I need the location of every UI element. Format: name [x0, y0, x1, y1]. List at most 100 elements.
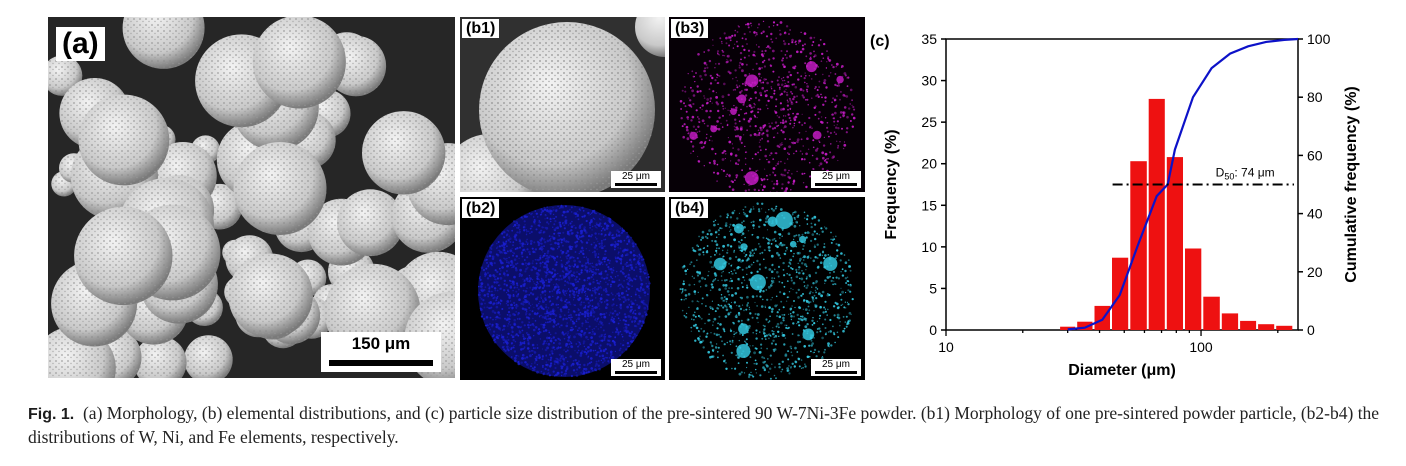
element-dot — [746, 273, 748, 276]
element-dot — [575, 343, 578, 345]
element-dot — [486, 255, 489, 258]
element-dot — [598, 242, 601, 245]
element-dot — [487, 265, 489, 267]
element-dot — [589, 226, 592, 229]
element-dot — [792, 180, 796, 183]
cumulative-curve — [1067, 37, 1299, 331]
element-dot — [553, 256, 556, 260]
element-dot — [492, 303, 495, 306]
element-dot — [606, 303, 609, 306]
element-dot — [739, 91, 742, 94]
element-dot — [521, 255, 524, 258]
element-dot — [498, 334, 500, 337]
element-dot — [753, 50, 756, 54]
element-cluster — [689, 131, 698, 140]
element-dot — [734, 292, 738, 295]
element-dot — [687, 104, 690, 106]
element-dot — [591, 270, 594, 273]
element-dot — [639, 277, 642, 280]
element-dot — [770, 342, 774, 345]
element-dot — [820, 120, 823, 124]
element-dot — [554, 263, 558, 267]
element-dot — [598, 224, 601, 227]
element-dot — [765, 289, 768, 291]
element-dot — [552, 346, 555, 349]
element-dot — [806, 312, 809, 315]
element-dot — [683, 315, 686, 317]
element-dot — [843, 254, 846, 256]
element-dot — [539, 238, 543, 242]
element-dot — [706, 133, 708, 136]
element-dot — [513, 286, 516, 289]
element-dot — [694, 324, 697, 328]
element-dot — [503, 249, 506, 252]
element-dot — [811, 233, 815, 236]
element-dot — [568, 254, 570, 256]
element-dot — [609, 267, 613, 271]
element-dot — [774, 304, 778, 308]
element-dot — [636, 255, 639, 258]
element-dot — [706, 332, 709, 334]
element-dot — [538, 248, 541, 250]
element-dot — [524, 361, 526, 364]
element-dot — [496, 277, 499, 280]
element-dot — [827, 342, 830, 346]
element-dot — [588, 263, 590, 265]
element-dot — [621, 254, 624, 256]
element-dot — [620, 343, 622, 345]
element-dot — [555, 373, 558, 377]
element-dot — [559, 339, 561, 341]
element-dot — [557, 337, 560, 340]
element-dot — [582, 340, 586, 343]
element-dot — [527, 334, 529, 336]
element-dot — [746, 22, 750, 26]
element-dot — [807, 104, 809, 106]
element-dot — [524, 262, 527, 265]
element-dot — [495, 319, 497, 321]
element-dot — [717, 62, 721, 65]
element-dot — [784, 353, 788, 356]
element-dot — [820, 93, 822, 96]
element-dot — [557, 245, 561, 248]
element-dot — [587, 211, 590, 215]
element-dot — [532, 328, 536, 332]
element-dot — [544, 329, 548, 332]
element-dot — [555, 273, 557, 276]
element-dot — [512, 336, 515, 338]
element-dot — [547, 278, 550, 281]
element-dot — [778, 86, 781, 89]
element-dot — [556, 357, 559, 360]
element-dot — [582, 333, 586, 336]
element-dot — [801, 159, 803, 161]
element-dot — [596, 342, 599, 345]
element-dot — [638, 320, 642, 323]
element-dot — [815, 149, 818, 152]
element-dot — [753, 106, 755, 108]
element-dot — [817, 66, 819, 68]
element-dot — [834, 341, 836, 344]
element-dot — [738, 246, 741, 249]
element-dot — [593, 327, 596, 330]
element-dot — [502, 244, 505, 247]
element-dot — [769, 154, 771, 157]
element-dot — [584, 264, 586, 267]
element-dot — [528, 230, 530, 232]
element-dot — [789, 54, 792, 58]
element-dot — [736, 40, 738, 43]
element-dot — [576, 240, 579, 243]
element-dot — [545, 306, 548, 309]
element-dot — [831, 113, 834, 116]
element-dot — [531, 247, 534, 250]
element-dot — [501, 346, 505, 349]
element-dot — [760, 347, 763, 349]
element-dot — [613, 248, 616, 251]
element-dot — [769, 191, 772, 192]
element-dot — [591, 209, 594, 212]
element-dot — [559, 308, 562, 311]
element-dot — [821, 323, 824, 326]
element-dot — [762, 366, 765, 369]
element-dot — [749, 125, 752, 128]
element-dot — [555, 215, 558, 218]
element-dot — [542, 300, 545, 303]
element-dot — [754, 359, 757, 362]
